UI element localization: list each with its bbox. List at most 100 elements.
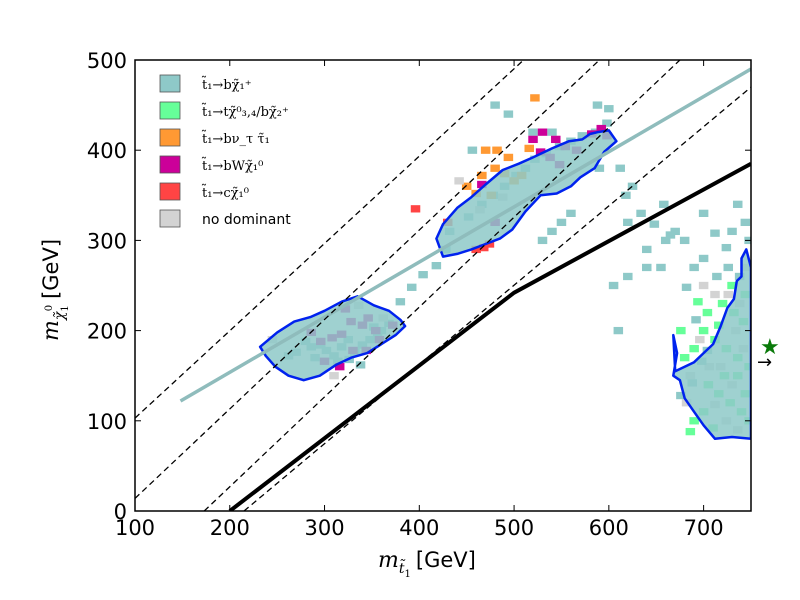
dashed-line-4 — [203, 60, 681, 511]
x-tick-label: 400 — [399, 516, 439, 540]
data-cell-green — [698, 326, 709, 335]
data-cell-teal — [577, 132, 588, 140]
legend-swatch — [159, 182, 181, 201]
data-cell-red — [484, 240, 495, 248]
data-cell-teal — [660, 236, 671, 245]
data-cell-orange — [480, 146, 491, 154]
arrow-right-icon: → — [757, 352, 772, 373]
data-cell-teal — [712, 272, 722, 281]
data-cell-teal — [698, 254, 709, 263]
x-tick-label: 100 — [115, 516, 155, 540]
data-cell-teal — [721, 243, 732, 252]
data-cell-teal — [740, 218, 751, 227]
data-cell-orange — [503, 153, 514, 162]
data-cell-teal — [727, 227, 737, 236]
data-cell-gray — [454, 177, 464, 185]
data-cell-green — [727, 281, 737, 290]
data-cell-teal — [698, 209, 709, 217]
y-tick-label: 0 — [114, 500, 127, 524]
data-cell-teal — [659, 200, 669, 208]
data-cell-teal — [734, 272, 745, 281]
y-tick-label: 100 — [87, 410, 127, 434]
contour-region-1 — [258, 295, 407, 382]
data-cell-green — [685, 427, 696, 436]
data-cell-teal — [528, 128, 538, 136]
x-axis-label: mt̃1[GeV] — [378, 548, 476, 580]
data-cell-green — [693, 298, 703, 306]
data-cell-teal — [566, 209, 576, 217]
data-cell-red — [410, 205, 421, 213]
data-cell-red — [479, 243, 489, 252]
dashed-line-5 — [243, 86, 751, 511]
data-cell-teal — [691, 316, 701, 324]
data-cell-teal — [689, 263, 699, 272]
data-cell-teal — [670, 227, 680, 236]
legend-label: t̃₁→tχ̃⁰₃,₄/bχ̃₂⁺ — [201, 103, 289, 120]
data-cell-teal — [615, 164, 625, 172]
data-cell-teal — [467, 146, 478, 154]
legend-swatch — [159, 155, 181, 174]
svg-text:mχ̃10[GeV]: mχ̃10[GeV] — [39, 239, 71, 341]
data-cell-teal — [547, 227, 557, 236]
data-cell-orange — [530, 94, 540, 102]
data-cell-teal — [636, 209, 646, 217]
data-cell-teal — [681, 283, 692, 291]
data-cell-green — [679, 354, 690, 362]
data-cell-teal — [592, 101, 603, 109]
data-cell-orange — [492, 146, 502, 154]
legend-swatch — [159, 128, 181, 147]
y-tick-label: 200 — [87, 320, 127, 344]
data-cell-orange — [461, 182, 472, 190]
data-cell-teal — [418, 271, 428, 279]
x-tick-label: 200 — [210, 516, 250, 540]
data-cell-teal — [723, 263, 734, 272]
data-cell-teal — [710, 229, 720, 237]
data-cell-teal — [547, 128, 557, 136]
x-tick-label: 600 — [589, 516, 629, 540]
data-cell-magenta — [334, 363, 345, 371]
data-cell-teal — [490, 101, 500, 109]
data-cell-teal — [406, 283, 417, 291]
data-cell-teal — [656, 263, 666, 272]
dashed-line-3 — [135, 60, 600, 499]
legend-label: no dominant — [202, 212, 291, 228]
data-cell-teal — [623, 218, 633, 227]
legend: t̃₁→bχ̃₁⁺ t̃₁→tχ̃⁰₃,₄/bχ̃₂⁺ t̃₁→bν_τ τ̃₁ t̃… — [159, 74, 291, 228]
data-cell-teal — [604, 105, 614, 113]
data-cell-teal — [732, 200, 743, 208]
data-cell-teal — [679, 236, 690, 245]
legend-swatch — [159, 74, 181, 93]
data-cell-teal — [355, 361, 366, 369]
data-cell-magenta — [596, 124, 607, 133]
data-cell-teal — [608, 281, 619, 290]
data-cell-orange — [477, 171, 487, 180]
data-cell-orange — [490, 164, 500, 172]
data-cell-green — [702, 308, 713, 317]
data-cell-gray — [710, 290, 720, 299]
data-cell-magenta — [551, 135, 561, 144]
reference-lines — [135, 60, 751, 511]
data-cell-green — [717, 299, 728, 308]
data-cell-teal — [395, 298, 406, 306]
data-cell-teal — [649, 220, 660, 228]
data-cell-teal — [627, 182, 638, 190]
data-cell-green — [714, 321, 724, 329]
contour-region-3 — [672, 248, 751, 441]
data-cell-gray — [695, 335, 705, 344]
data-cell-teal — [642, 263, 652, 272]
y-axis-label: mχ̃10[GeV] — [39, 239, 71, 341]
data-cell-teal — [556, 218, 567, 227]
legend-label: t̃₁→cχ̃₁⁰ — [201, 184, 249, 201]
data-cell-green — [676, 326, 686, 335]
data-cell-teal — [613, 326, 624, 335]
data-cell-gray — [698, 281, 709, 290]
x-tick-label: 700 — [684, 516, 724, 540]
kinematic-boundary-line — [228, 161, 751, 511]
y-tick-label: 500 — [87, 49, 127, 73]
data-cell-orange — [524, 144, 534, 153]
legend-swatch — [159, 209, 181, 228]
legend-label: t̃₁→bWχ̃₁⁰ — [201, 157, 263, 174]
data-cell-teal — [594, 164, 605, 172]
